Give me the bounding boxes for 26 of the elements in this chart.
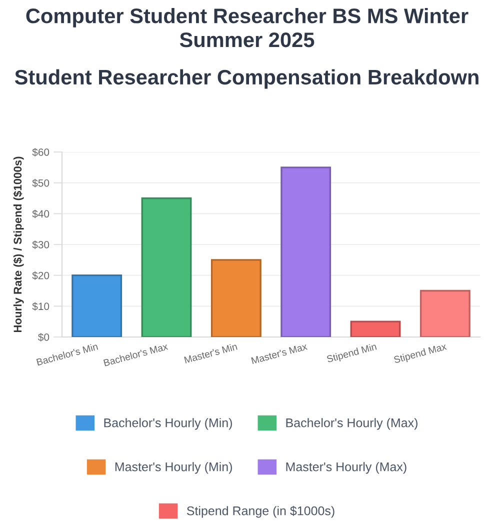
x-tick-label: Master's Max: [251, 342, 308, 364]
y-tick-label: $10: [32, 302, 50, 311]
bar: [280, 166, 332, 337]
bar: [72, 274, 122, 337]
y-tick-label: $30: [32, 240, 50, 249]
chart-title: Computer Student Researcher BS MS Winter Summer 2025: [26, 8, 468, 48]
legend-label: Bachelor's Hourly (Min): [104, 418, 232, 430]
x-tick-label: Master's Min: [184, 342, 238, 364]
x-tick-label: Bachelor's Min: [36, 342, 98, 366]
y-tick-label: $0: [38, 333, 50, 342]
y-tick-label: $50: [32, 178, 50, 188]
x-tick-label: Stipend Max: [393, 342, 448, 366]
bar: [350, 320, 401, 337]
y-tick-label: $60: [32, 148, 50, 156]
bar: [420, 290, 470, 337]
legend-label: Bachelor's Hourly (Max): [286, 418, 418, 430]
y-tick-label: $40: [32, 210, 50, 218]
legend-label: Master's Hourly (Min): [115, 462, 232, 474]
x-tick-label: Stipend Min: [326, 342, 378, 364]
legend-label: Stipend Range (in $1000s): [186, 506, 334, 518]
chart-subtitle: Student Researcher Compensation Breakdown: [14, 69, 478, 89]
y-tick-label: $20: [32, 271, 50, 280]
bar: [141, 197, 192, 337]
y-axis-title: Hourly Rate ($) / Stipend ($1000s): [13, 156, 24, 332]
legend-label: Master's Hourly (Max): [286, 462, 406, 474]
bar: [210, 259, 262, 337]
